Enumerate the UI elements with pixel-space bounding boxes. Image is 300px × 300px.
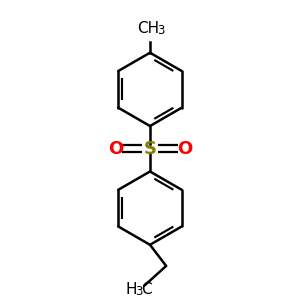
Text: H: H — [125, 282, 137, 297]
Text: O: O — [108, 140, 123, 158]
Text: C: C — [141, 282, 152, 297]
Text: S: S — [143, 140, 157, 158]
Text: O: O — [177, 140, 192, 158]
Text: 3: 3 — [136, 285, 143, 298]
Text: 3: 3 — [158, 25, 165, 38]
Text: CH: CH — [137, 21, 160, 36]
